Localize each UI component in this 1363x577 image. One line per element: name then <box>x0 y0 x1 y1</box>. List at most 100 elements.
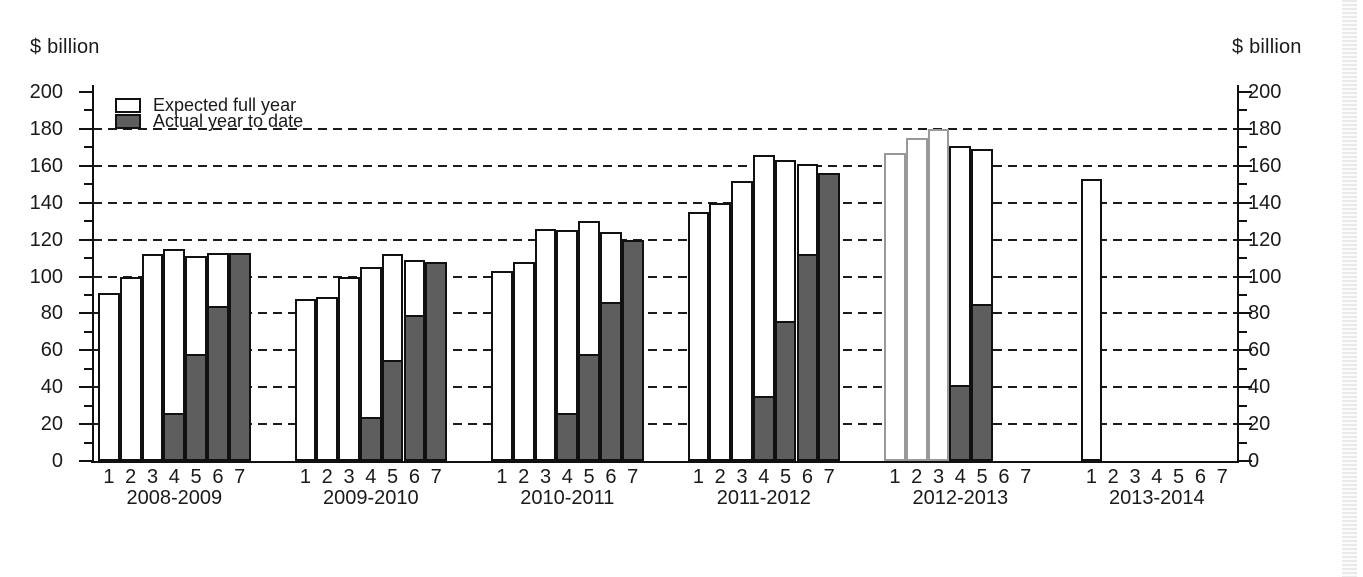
expected-bar-2008-2009-2 <box>119 276 142 461</box>
minor-tick-right-50 <box>1238 367 1247 370</box>
legend-label-actual: Actual year to date <box>153 111 304 131</box>
major-tick-right-60 <box>1238 349 1252 352</box>
ytick-label-right-120: 120 <box>1248 228 1282 251</box>
gridline-160 <box>93 164 1238 167</box>
xtick-2008-2009-3: 3 <box>146 466 159 488</box>
page-edge-texture <box>1342 0 1357 577</box>
xtick-2009-2010-3: 3 <box>343 466 355 488</box>
actual-bar-2011-2012-5 <box>774 320 797 461</box>
actual-bar-2008-2009-7 <box>228 252 251 461</box>
ytick-label-right-100: 100 <box>1248 265 1282 288</box>
ytick-label-right-20: 20 <box>1248 413 1271 436</box>
major-tick-left-40 <box>79 386 93 389</box>
xtick-2008-2009-2: 2 <box>125 466 137 488</box>
xtick-2011-2012-1: 1 <box>692 466 704 488</box>
actual-swatch <box>115 113 141 129</box>
legend-label-expected: Expected full year <box>153 95 297 115</box>
gridline-140 <box>93 201 1238 204</box>
xtick-2008-2009-6: 6 <box>212 466 224 488</box>
gridline-180 <box>93 127 1238 130</box>
group-label-2010-2011: 2010-2011 <box>520 487 615 509</box>
xtick-2012-2013-3: 3 <box>932 466 945 488</box>
right-axis-title: $ billion <box>1232 36 1302 58</box>
ytick-label-left-0: 0 <box>51 450 63 472</box>
group-label-2009-2010: 2009-2010 <box>322 487 419 509</box>
ytick-label-right-180: 180 <box>1248 117 1282 140</box>
left-y-axis <box>92 85 94 463</box>
expected-bar-2008-2009-3 <box>141 254 164 461</box>
ytick-label-left-60: 60 <box>40 339 63 362</box>
left-axis-title: $ billion <box>30 36 100 58</box>
xtick-2008-2009-4: 4 <box>168 466 180 488</box>
ytick-label-left-20: 20 <box>40 413 63 436</box>
major-tick-left-20 <box>79 423 93 426</box>
actual-bar-2010-2011-6 <box>600 302 622 461</box>
xtick-2012-2013-6: 6 <box>998 466 1010 488</box>
actual-bar-2008-2009-6 <box>207 306 229 461</box>
expected-bar-2011-2012-1 <box>687 211 710 461</box>
expected-bar-2009-2010-3 <box>338 276 360 461</box>
actual-bar-2009-2010-4 <box>359 416 382 461</box>
xtick-2013-2014-3: 3 <box>1129 466 1141 488</box>
major-tick-left-100 <box>79 275 93 278</box>
expected-bar-2012-2013-3 <box>927 128 950 461</box>
major-tick-right-0 <box>1238 460 1252 462</box>
minor-tick-right-150 <box>1238 183 1247 186</box>
expected-swatch <box>115 97 141 113</box>
ytick-label-left-40: 40 <box>40 376 63 399</box>
xtick-2011-2012-2: 2 <box>714 466 726 488</box>
expected-bar-2010-2011-3 <box>534 228 557 461</box>
actual-bar-2008-2009-5 <box>185 354 207 461</box>
xtick-2010-2011-2: 2 <box>518 466 530 488</box>
major-tick-left-200 <box>79 91 93 93</box>
xtick-2008-2009-7: 7 <box>234 466 246 488</box>
gridline-120 <box>93 238 1238 241</box>
major-tick-right-100 <box>1238 275 1252 278</box>
actual-bar-2009-2010-7 <box>425 261 448 461</box>
ytick-label-right-200: 200 <box>1248 81 1282 103</box>
legend-row-expected: Expected full year <box>115 95 303 115</box>
expected-bar-2013-2014-1 <box>1080 178 1103 461</box>
minor-tick-right-30 <box>1238 404 1247 407</box>
xtick-2009-2010-5: 5 <box>387 466 399 488</box>
xtick-2010-2011-1: 1 <box>496 466 508 488</box>
minor-tick-left-110 <box>84 257 93 260</box>
legend-row-actual: Actual year to date <box>115 111 304 131</box>
xtick-2008-2009-1: 1 <box>103 466 115 488</box>
ytick-label-right-0: 0 <box>1248 450 1260 472</box>
xtick-2009-2010-1: 1 <box>299 466 311 488</box>
expected-bar-2010-2011-2 <box>512 261 535 461</box>
actual-bar-2011-2012-7 <box>818 173 841 461</box>
ytick-label-left-180: 180 <box>29 117 63 140</box>
ytick-label-left-80: 80 <box>40 302 63 325</box>
actual-bar-2010-2011-7 <box>621 239 644 461</box>
xtick-2012-2013-1: 1 <box>889 466 901 488</box>
gridline-20 <box>93 423 1238 426</box>
actual-bar-2009-2010-5 <box>381 359 404 461</box>
xtick-2010-2011-7: 7 <box>627 466 639 488</box>
major-tick-right-180 <box>1238 127 1252 130</box>
major-tick-left-60 <box>79 349 93 352</box>
ytick-label-right-80: 80 <box>1248 302 1271 325</box>
xtick-2009-2010-6: 6 <box>408 466 420 488</box>
major-tick-right-160 <box>1238 164 1252 167</box>
expected-bar-2011-2012-3 <box>731 180 753 461</box>
actual-bar-2010-2011-5 <box>578 354 600 461</box>
minor-tick-right-130 <box>1238 220 1247 223</box>
xtick-2013-2014-5: 5 <box>1173 466 1185 488</box>
xtick-2008-2009-5: 5 <box>190 466 202 488</box>
ytick-label-right-40: 40 <box>1248 376 1271 399</box>
expected-bar-2011-2012-2 <box>709 202 732 461</box>
actual-bar-2008-2009-4 <box>163 413 186 461</box>
ytick-label-left-200: 200 <box>29 81 63 103</box>
expected-bar-2008-2009-1 <box>98 293 120 461</box>
xtick-2013-2014-2: 2 <box>1107 466 1119 488</box>
right-y-axis <box>1237 85 1239 463</box>
major-tick-left-120 <box>79 238 93 241</box>
xtick-2009-2010-4: 4 <box>365 466 377 488</box>
ytick-label-right-140: 140 <box>1248 191 1282 214</box>
minor-tick-left-90 <box>84 293 93 296</box>
ytick-label-left-120: 120 <box>29 228 63 251</box>
minor-tick-right-190 <box>1238 109 1247 112</box>
ytick-label-left-160: 160 <box>29 154 63 177</box>
